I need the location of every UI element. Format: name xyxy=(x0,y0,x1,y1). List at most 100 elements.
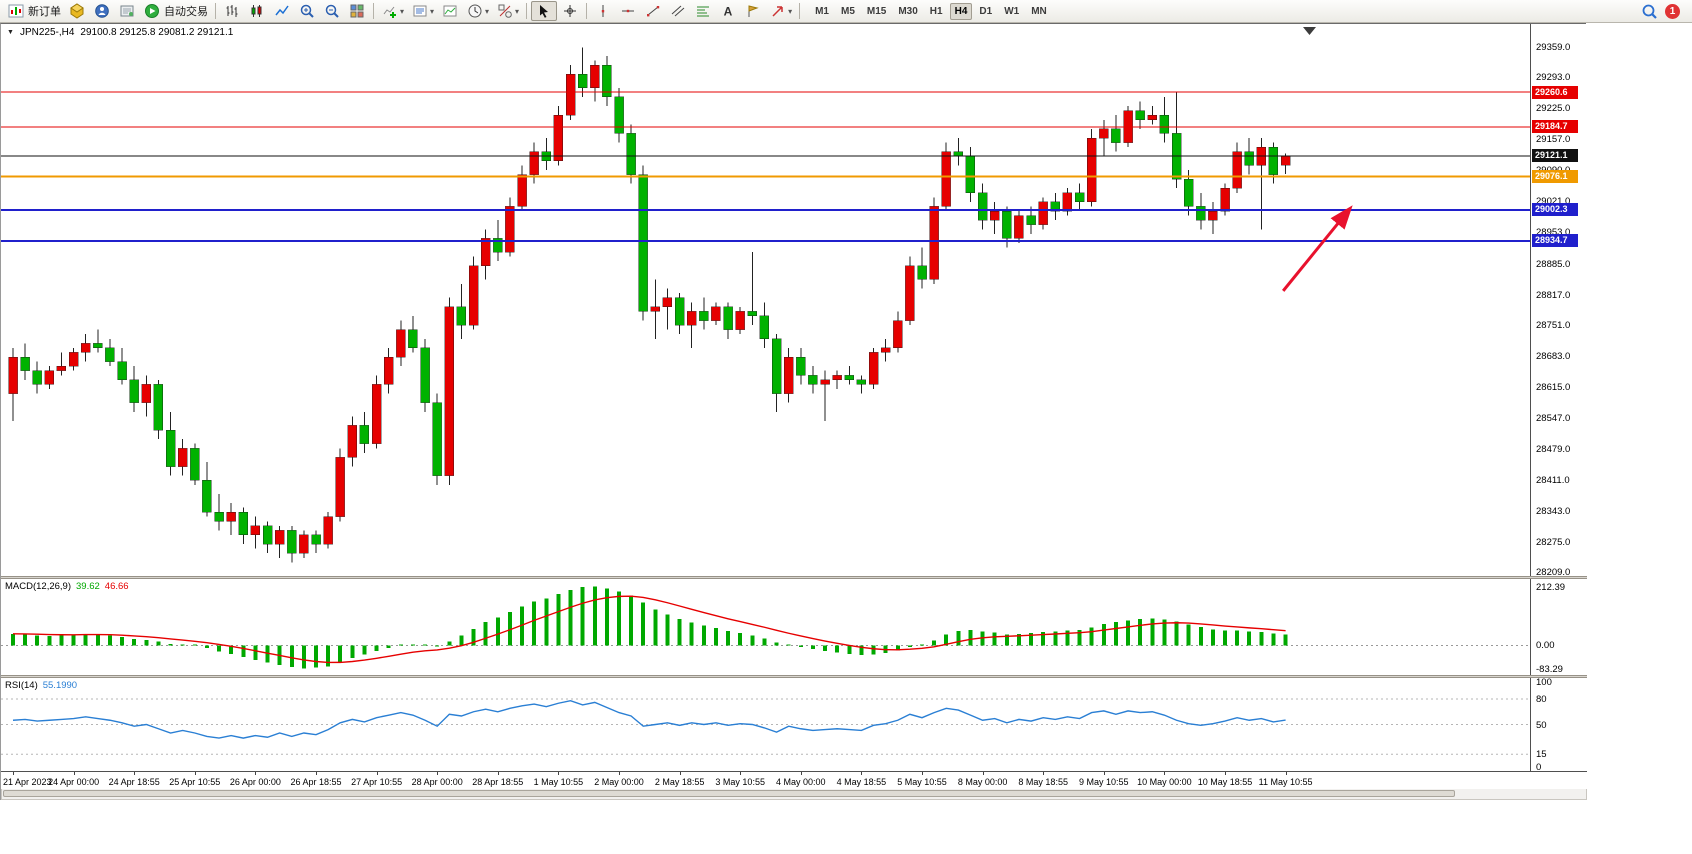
navigator-button[interactable] xyxy=(90,1,114,21)
axis-tick-label: 28953.0 xyxy=(1536,227,1571,239)
candlestick-chart-button[interactable] xyxy=(245,1,269,21)
price-tag: 28934.7 xyxy=(1532,234,1578,248)
axis-tick-label: 0 xyxy=(1536,762,1542,773)
scrollbar-thumb[interactable] xyxy=(3,790,1455,797)
market-watch-icon xyxy=(68,2,86,20)
timeframe-toolbar: M1 M5 M15 M30 H1 H4 D1 W1 MN xyxy=(810,2,1052,20)
tile-windows-button[interactable] xyxy=(345,1,369,21)
auto-trading-button[interactable]: 自动交易 xyxy=(140,1,211,21)
time-axis[interactable]: 21 Apr 2023 24 Apr 00:00 24 Apr 18:55 25 Ap… xyxy=(1,771,1587,789)
axis-tick-label: 28615.0 xyxy=(1536,381,1571,393)
zoom-out-button[interactable] xyxy=(320,1,344,21)
macd-canvas[interactable] xyxy=(1,579,1531,675)
rsi-pane: 100 80 50 15 0 RSI(14) 55.1990 xyxy=(1,677,1587,773)
time-axis-tick xyxy=(558,772,560,775)
time-axis-label: 8 May 18:55 xyxy=(1018,777,1068,787)
crosshair-button[interactable] xyxy=(558,1,582,21)
dropdown-caret: ▾ xyxy=(430,6,435,16)
one-click-trading-toggle[interactable]: ▼ xyxy=(7,28,14,36)
timeframe-D1[interactable]: D1 xyxy=(979,5,993,17)
channel-icon xyxy=(669,2,687,20)
line-chart-icon xyxy=(273,2,291,20)
line-chart-button[interactable] xyxy=(270,1,294,21)
macd-axis[interactable]: 212.39 0.00 -83.29 xyxy=(1532,579,1587,675)
dropdown-caret: ▾ xyxy=(515,6,520,16)
indicator-list-button[interactable]: ▾ xyxy=(408,1,437,21)
time-axis-label: 26 Apr 18:55 xyxy=(290,777,342,787)
price-chart-canvas[interactable] xyxy=(1,24,1531,576)
timeframe-M5[interactable]: M5 xyxy=(840,5,855,17)
period-button[interactable]: ▾ xyxy=(463,1,492,21)
price-axis[interactable]: 29359.029293.029225.029157.029090.029021… xyxy=(1532,24,1587,578)
label-icon xyxy=(744,2,762,20)
time-axis-tick xyxy=(134,772,136,775)
timeframe-W1[interactable]: W1 xyxy=(1004,5,1020,17)
time-axis-label: 3 May 10:55 xyxy=(715,777,765,787)
toolbar: 新订单 自动交易 xyxy=(0,0,1692,23)
toolbar-separator xyxy=(799,3,801,19)
timeframe-M30[interactable]: M30 xyxy=(898,5,918,17)
price-tag: 29002.3 xyxy=(1532,203,1578,217)
arrow-tools-button[interactable]: ▾ xyxy=(766,1,795,21)
zoom-out-icon xyxy=(323,2,341,20)
time-axis-tick xyxy=(1225,772,1226,775)
chart-symbol-period: JPN225-,H4 xyxy=(19,27,75,38)
axis-tick-label: 28751.0 xyxy=(1536,319,1571,331)
horizontal-line-button[interactable] xyxy=(616,1,640,21)
time-axis-label: 4 May 18:55 xyxy=(836,777,887,787)
objects-icon xyxy=(496,2,514,20)
terminal-icon xyxy=(118,2,136,20)
fibonacci-icon xyxy=(694,2,712,20)
rsi-axis[interactable]: 100 80 50 15 0 xyxy=(1532,677,1587,773)
pane-splitter[interactable] xyxy=(1,675,1587,678)
axis-tick-label: 29225.0 xyxy=(1536,103,1571,115)
toolbar-separator xyxy=(215,3,216,19)
search-icon[interactable] xyxy=(1640,2,1658,20)
time-axis-tick xyxy=(922,772,923,775)
bar-chart-button[interactable] xyxy=(220,1,244,21)
timeframe-M15[interactable]: M15 xyxy=(866,5,887,17)
timeframe-M1[interactable]: M1 xyxy=(815,5,829,17)
pane-splitter[interactable] xyxy=(1,576,1587,579)
svg-text:A: A xyxy=(724,5,733,19)
channel-button[interactable] xyxy=(666,1,690,21)
time-axis-label: 2 May 00:00 xyxy=(594,777,644,787)
label-button[interactable] xyxy=(741,1,765,21)
axis-tick-label: 28411.0 xyxy=(1536,474,1570,486)
cursor-icon xyxy=(535,2,553,20)
toolbar-separator xyxy=(586,3,588,19)
horizontal-scrollbar[interactable] xyxy=(1,789,1587,800)
auto-trading-icon xyxy=(143,2,161,20)
time-axis-tick xyxy=(316,772,317,775)
rsi-canvas[interactable] xyxy=(1,678,1531,771)
time-axis-tick xyxy=(679,772,681,775)
axis-tick-label: 50 xyxy=(1536,719,1547,731)
axis-tick-label: 29359.0 xyxy=(1536,42,1571,54)
fibonacci-button[interactable] xyxy=(691,1,715,21)
notification-badge[interactable]: 1 xyxy=(1665,3,1680,19)
terminal-button[interactable] xyxy=(115,1,139,21)
timeframe-MN[interactable]: MN xyxy=(1031,5,1047,17)
time-axis-label: 24 Apr 18:55 xyxy=(108,777,160,787)
template-button[interactable] xyxy=(438,1,462,21)
price-tag: 29121.1 xyxy=(1532,149,1578,163)
timeframe-H1[interactable]: H1 xyxy=(929,5,943,17)
objects-button[interactable]: ▾ xyxy=(493,1,522,21)
trendline-button[interactable] xyxy=(641,1,665,21)
axis-tick-label: 28275.0 xyxy=(1536,536,1571,548)
arrow-tools-icon xyxy=(769,2,787,20)
zoom-in-button[interactable] xyxy=(295,1,319,21)
text-button[interactable]: A xyxy=(716,1,740,21)
time-axis-label: 1 May 10:55 xyxy=(533,777,584,787)
time-axis-tick xyxy=(800,772,802,775)
cursor-button[interactable] xyxy=(531,1,558,21)
template-icon xyxy=(441,2,459,20)
indicators-button[interactable]: ▾ xyxy=(378,1,407,21)
macd-main-value: 39.62 xyxy=(76,581,100,592)
toolbar-right-group: 1 xyxy=(1640,2,1688,20)
market-watch-button[interactable] xyxy=(65,1,89,21)
vertical-line-button[interactable] xyxy=(591,1,615,21)
new-order-button[interactable]: 新订单 xyxy=(4,1,64,21)
timeframe-H4[interactable]: H4 xyxy=(949,2,973,20)
price-tag: 29184.7 xyxy=(1532,120,1578,134)
